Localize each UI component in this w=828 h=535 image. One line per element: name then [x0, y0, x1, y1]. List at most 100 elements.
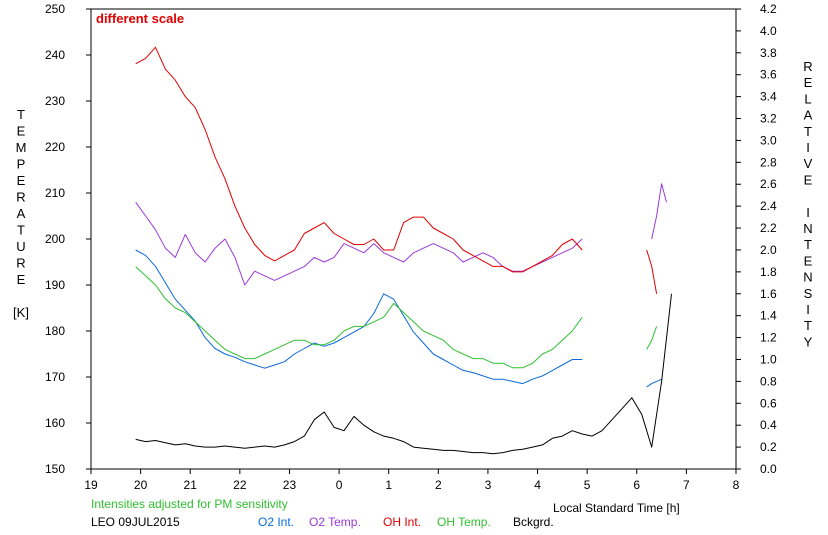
y-right-label-letter: E	[804, 172, 813, 187]
y-left-tick-label: 150	[45, 462, 65, 476]
x-tick-label: 6	[633, 478, 640, 492]
y-right-tick-label: 3.8	[760, 46, 777, 60]
y-left-label-letter: U	[16, 239, 25, 254]
series-line-oh-temp	[135, 266, 583, 369]
x-tick-label: 2	[435, 478, 442, 492]
x-tick-label: 20	[134, 478, 148, 492]
y-left-label-letter: M	[16, 140, 27, 155]
y-right-label-letter: E	[804, 253, 813, 268]
y-right-tick-label: 4.2	[760, 2, 777, 16]
x-axis: 19 20 21 22 23 0 1 2 3 4 5 6 7 8	[84, 469, 740, 492]
y-right-tick-label: 0.8	[760, 374, 777, 388]
y-right-tick-label: 0.4	[760, 418, 777, 432]
y-right-tick-label: 3.2	[760, 112, 777, 126]
y-left-label-letter: A	[17, 206, 26, 221]
y-left-tick-label: 190	[45, 278, 65, 292]
x-tick-label: 5	[584, 478, 591, 492]
y-right-label-letter: R	[803, 59, 812, 74]
legend-entry: OH Temp.	[437, 515, 491, 529]
y-left-tick-label: 170	[45, 370, 65, 384]
y-left-tick-label: 230	[45, 94, 65, 108]
x-tick-label: 7	[683, 478, 690, 492]
y-right-label-letter: I	[806, 302, 810, 317]
y-left-label-letter: R	[16, 256, 25, 271]
y-left-label-letter: E	[17, 124, 26, 139]
series-line-o2-temp	[135, 201, 583, 286]
y-left-tick-label: 200	[45, 232, 65, 246]
y-left-label-letter: [K]	[13, 305, 29, 320]
y-left-tick-label: 210	[45, 186, 65, 200]
y-right-label-letter: S	[804, 286, 813, 301]
series-line-oh-int	[135, 46, 583, 273]
y-right-label-letter: T	[804, 318, 812, 333]
x-tick-label: 1	[385, 478, 392, 492]
legend-entry: Bckgrd.	[513, 515, 554, 529]
y-left-tick-label: 240	[45, 48, 65, 62]
y-left-tick-label: 180	[45, 324, 65, 338]
y-right-label-letter: Y	[804, 334, 813, 349]
series-line-o2-int	[646, 378, 662, 388]
y-right-label-letter: T	[804, 124, 812, 139]
y-right-tick-label: 2.8	[760, 155, 777, 169]
y-right-tick-label: 1.0	[760, 352, 777, 366]
different-scale-note: different scale	[96, 11, 184, 26]
sensitivity-note: Intensities adjusted for PM sensitivity	[91, 497, 288, 511]
y-right-tick-label: 2.4	[760, 199, 777, 213]
x-tick-label: 0	[336, 478, 343, 492]
y-right-tick-label: 2.2	[760, 221, 777, 235]
x-tick-label: 22	[233, 478, 247, 492]
x-tick-label: 23	[283, 478, 297, 492]
y-right-label-letter: T	[804, 237, 812, 252]
y-right-tick-label: 2.0	[760, 243, 777, 257]
y-right-tick-label: 1.8	[760, 265, 777, 279]
y-right-tick-label: 3.0	[760, 133, 777, 147]
y-left-tick-label: 220	[45, 140, 65, 154]
series-lines	[135, 46, 672, 455]
y-left-label-letter: E	[17, 173, 26, 188]
station-date-label: LEO 09JUL2015	[91, 515, 180, 529]
y-right-tick-label: 1.2	[760, 331, 777, 345]
series-line-bckgrd	[135, 293, 672, 455]
series-line-o2-temp	[651, 183, 667, 240]
y-right-label-letter: N	[803, 221, 812, 236]
y-right-label-letter: I	[806, 205, 810, 220]
series-line-oh-temp	[646, 326, 658, 350]
y-right-tick-label: 1.4	[760, 309, 777, 323]
x-tick-label: 4	[534, 478, 541, 492]
x-tick-label: 19	[84, 478, 98, 492]
series-line-oh-int	[646, 249, 658, 294]
x-tick-label: 8	[733, 478, 740, 492]
y-right-tick-label: 3.4	[760, 90, 777, 104]
y-right-label-letter: I	[806, 140, 810, 155]
legend: O2 Int. O2 Temp. OH Int. OH Temp. Bckgrd.	[258, 515, 554, 529]
series-line-o2-int	[135, 249, 583, 385]
legend-entry: O2 Int.	[258, 515, 294, 529]
y-right-tick-label: 0.6	[760, 396, 777, 410]
y-left-label-letter: R	[16, 190, 25, 205]
y-axis-right: 0.0 0.2 0.4 0.6 0.8 1.0 1.2 1.4 1.6 1.8 2.0 2.2 2.4 2…	[736, 2, 777, 476]
y-left-label-letter: E	[17, 272, 26, 287]
y-left-label-letter: T	[17, 107, 25, 122]
y-right-tick-label: 4.0	[760, 24, 777, 38]
legend-entry: OH Int.	[383, 515, 421, 529]
y-right-tick-label: 1.6	[760, 287, 777, 301]
x-axis-label: Local Standard Time [h]	[553, 501, 680, 515]
y-left-label-letter: P	[17, 157, 26, 172]
y-right-label-letter: V	[804, 156, 813, 171]
y-right-label-letter: E	[804, 75, 813, 90]
y-right-label-letter: A	[804, 108, 813, 123]
y-right-tick-label: 2.6	[760, 177, 777, 191]
y-left-label-letter: T	[17, 223, 25, 238]
y-right-tick-label: 0.2	[760, 440, 777, 454]
y-right-tick-label: 0.0	[760, 462, 777, 476]
legend-entry: O2 Temp.	[309, 515, 361, 529]
y-right-label-letter: L	[804, 91, 811, 106]
y-right-label-letter: N	[803, 270, 812, 285]
x-tick-label: 21	[184, 478, 198, 492]
y-axis-left: 150 160 170 180 190 200 210 220 230 240 250	[45, 2, 91, 476]
y-left-tick-label: 160	[45, 416, 65, 430]
x-tick-label: 3	[485, 478, 492, 492]
